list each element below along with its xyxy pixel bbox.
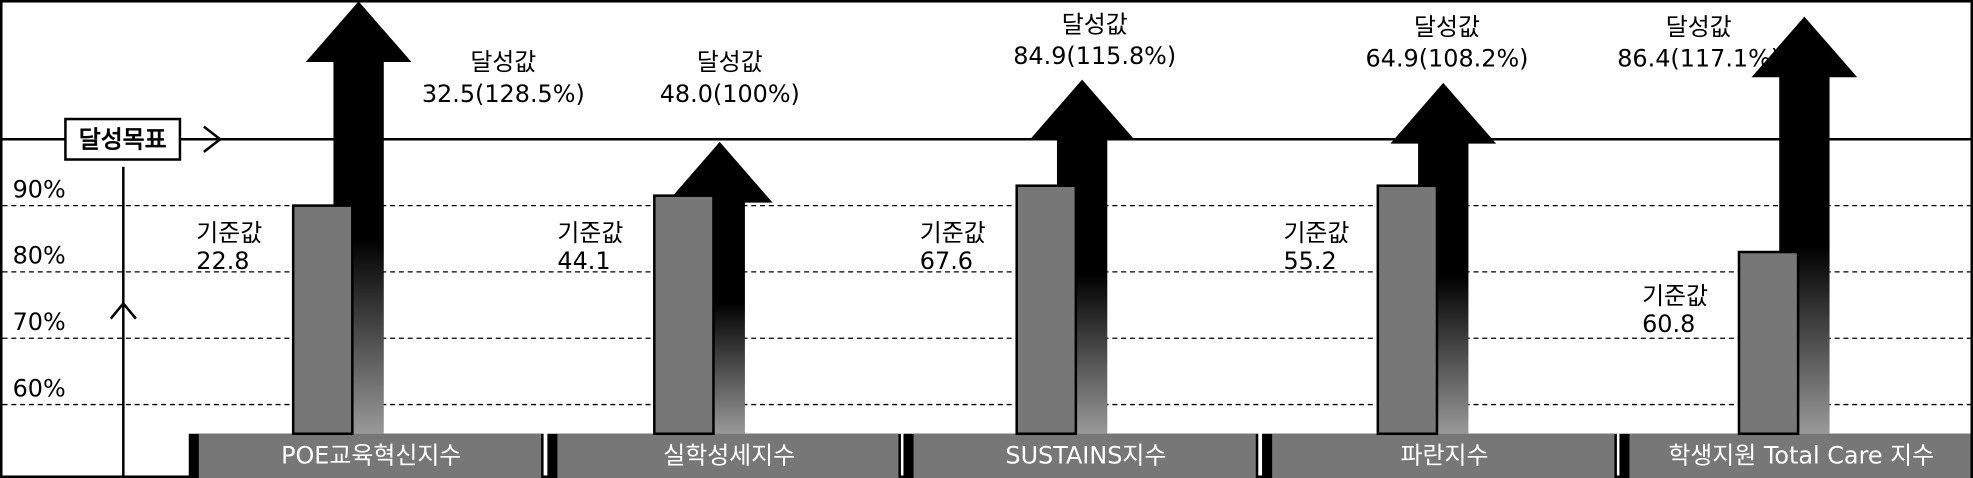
- category-band-fill: [1272, 433, 1615, 478]
- baseline-title: 기준값: [1642, 282, 1708, 310]
- baseline-label: 44.1: [557, 247, 610, 275]
- target-box: [64, 117, 182, 161]
- bar: [1376, 184, 1439, 436]
- category-band-fill: [1629, 433, 1971, 478]
- baseline-label: 55.2: [1283, 247, 1336, 275]
- achieved-arrow: [1029, 79, 1135, 434]
- achieved-title: 달성값: [470, 48, 536, 76]
- y-tick-label: 80%: [13, 242, 66, 270]
- achieved-arrow: [305, 1, 412, 434]
- baseline-title: 기준값: [557, 219, 623, 247]
- achieved-label: 84.9(115.8%): [1013, 42, 1176, 70]
- y-tick-label: 90%: [13, 175, 66, 203]
- achieved-title: 달성값: [1414, 13, 1480, 41]
- achieved-arrow: [1390, 82, 1497, 434]
- x-tick-label: SUSTAINS지수: [1005, 441, 1166, 469]
- achieved-label: 64.9(108.2%): [1366, 44, 1529, 72]
- axis-arrow: [109, 301, 137, 320]
- bar: [1015, 184, 1078, 436]
- target-label: 달성목표: [79, 126, 167, 154]
- y-tick-label: 60%: [13, 374, 66, 402]
- baseline-title: 기준값: [196, 219, 262, 247]
- bar: [291, 204, 354, 436]
- achieved-title: 달성값: [697, 48, 763, 76]
- bar: [653, 194, 715, 436]
- achieved-title: 달성값: [1666, 13, 1732, 41]
- achieved-title: 달성값: [1062, 10, 1128, 38]
- y-tick-label: 70%: [13, 308, 66, 336]
- baseline-label: 22.8: [196, 247, 249, 275]
- x-tick-label: 파란지수: [1401, 441, 1489, 469]
- baseline-label: 67.6: [920, 247, 973, 275]
- x-tick-label: POE교육혁신지수: [281, 441, 461, 469]
- baseline-title: 기준값: [920, 219, 986, 247]
- category-band-fill: [913, 433, 1256, 478]
- baseline-label: 60.8: [1642, 310, 1695, 338]
- baseline-title: 기준값: [1283, 219, 1349, 247]
- category-band-fill: [198, 433, 542, 478]
- category-band-fill: [557, 433, 899, 478]
- target-arrow: [203, 125, 223, 153]
- x-tick-label: 실학성세지수: [663, 441, 795, 469]
- achieved-label: 86.4(117.1%): [1617, 44, 1780, 72]
- achieved-arrow: [1751, 16, 1858, 434]
- achieved-label: 32.5(128.5%): [422, 80, 585, 108]
- achieved-label: 48.0(100%): [660, 80, 800, 108]
- bar: [1737, 250, 1800, 436]
- achieved-arrow: [666, 141, 773, 434]
- x-tick-label: 학생지원 Total Care 지수: [1668, 441, 1934, 469]
